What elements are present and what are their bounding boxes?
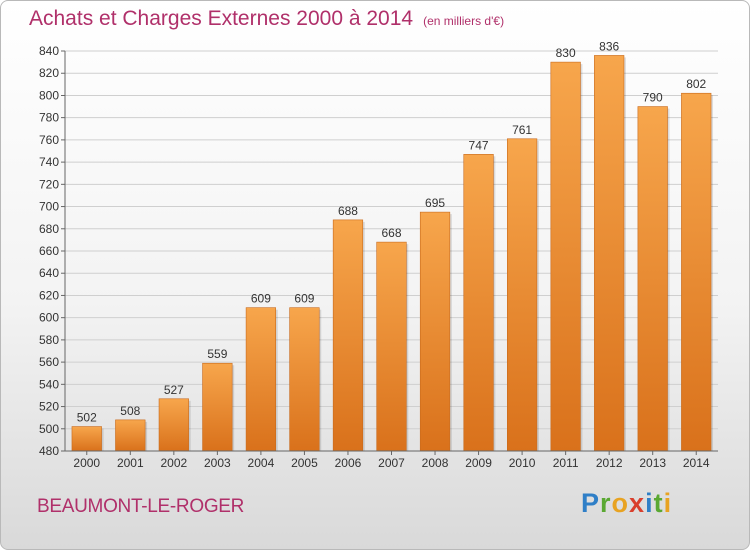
logo-letter: i: [663, 488, 673, 518]
data-label: 836: [599, 39, 619, 53]
y-tick-label: 800: [39, 88, 59, 102]
x-tick-label: 2006: [335, 456, 362, 470]
bar-2014: [681, 92, 712, 452]
y-tick-label: 660: [39, 244, 59, 258]
x-tick-label: 2013: [639, 456, 666, 470]
logo-letter: t: [653, 488, 664, 518]
y-tick-label: 480: [39, 444, 59, 458]
data-label: 747: [469, 138, 489, 152]
data-label: 802: [686, 77, 706, 91]
x-tick-label: 2002: [160, 456, 187, 470]
logo-letter: x: [629, 488, 646, 518]
bar-2008: [419, 211, 451, 452]
y-tick-label: 780: [39, 111, 59, 125]
data-label: 688: [338, 204, 358, 218]
x-tick-label: 2001: [117, 456, 144, 470]
y-tick-label: 500: [39, 422, 59, 436]
x-tick-label: 2012: [596, 456, 623, 470]
unit-note: (en milliers d'€): [423, 14, 505, 28]
y-tick-label: 740: [39, 155, 59, 169]
commune-name: BEAUMONT-LE-ROGER: [37, 496, 245, 517]
y-tick-label: 620: [39, 288, 59, 302]
y-tick-label: 720: [39, 177, 59, 191]
y-tick-label: 580: [39, 333, 59, 347]
bar-2013: [637, 106, 668, 452]
bars: 502 508 527 559 609 609 688 668 695 747 761 830 836 7…: [71, 39, 714, 452]
logo-letter: i: [645, 488, 654, 518]
bar-2011: [550, 61, 581, 452]
y-tick-label: 640: [39, 266, 59, 280]
data-label: 695: [425, 196, 445, 210]
x-tick-label: 2007: [378, 456, 405, 470]
bar-2001: [115, 419, 146, 452]
logo-letter: P: [581, 488, 601, 518]
x-tick-label: 2000: [73, 456, 100, 470]
title-text: Achats et Charges Externes 2000 à 2014: [29, 7, 414, 30]
bar-2003: [202, 362, 233, 452]
x-tick-label: 2010: [509, 456, 536, 470]
data-label: 830: [556, 46, 576, 60]
data-label: 559: [207, 347, 227, 361]
data-label: 527: [164, 383, 184, 397]
x-tick-label: 2004: [248, 456, 275, 470]
bar-2006: [332, 219, 364, 452]
bar-2004: [245, 307, 277, 452]
data-label: 508: [120, 404, 140, 418]
y-tick-label: 700: [39, 200, 59, 214]
x-tick-label: 2005: [291, 456, 318, 470]
bar-2009: [463, 154, 494, 452]
x-tick-label: 2008: [422, 456, 449, 470]
data-label: 609: [251, 292, 271, 306]
chart-title: Achats et Charges Externes 2000 à 2014 (e…: [29, 7, 504, 31]
bar-2005: [289, 307, 320, 452]
y-tick-label: 520: [39, 400, 59, 414]
data-label: 761: [512, 123, 532, 137]
bar-2000: [71, 426, 102, 452]
data-label: 609: [294, 292, 314, 306]
x-tick-label: 2009: [465, 456, 492, 470]
data-label: 668: [381, 226, 401, 240]
data-label: 790: [643, 91, 663, 105]
y-tick-label: 560: [39, 355, 59, 369]
axes: 480 500 520 540 560 580 600 620 640 660 680 700 720 7…: [39, 44, 718, 470]
x-tick-label: 2003: [204, 456, 231, 470]
y-tick-label: 600: [39, 311, 59, 325]
y-tick-label: 760: [39, 133, 59, 147]
bar-2012: [594, 55, 625, 452]
x-tick-label: 2014: [683, 456, 710, 470]
logo-letter: r: [600, 488, 612, 518]
bar-2007: [376, 241, 407, 452]
logo-letter: o: [611, 488, 630, 518]
bar-2010: [506, 138, 538, 452]
proxiti-logo: Proxiti: [581, 488, 672, 519]
y-tick-label: 680: [39, 222, 59, 236]
y-tick-label: 540: [39, 377, 59, 391]
y-tick-label: 840: [39, 44, 59, 58]
x-tick-label: 2011: [553, 456, 579, 470]
y-tick-label: 820: [39, 66, 59, 80]
data-label: 502: [77, 411, 97, 425]
bar-2002: [158, 398, 189, 452]
